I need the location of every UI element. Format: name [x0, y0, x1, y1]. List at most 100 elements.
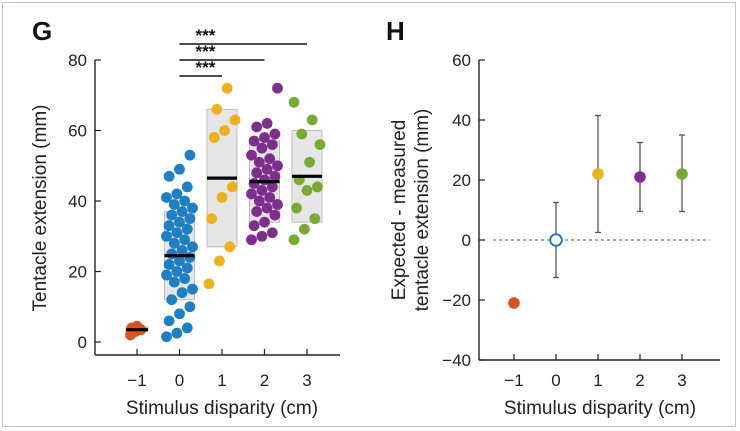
panel-g-data-point [163, 259, 175, 270]
panel-g-x-tick-label: 0 [175, 371, 184, 390]
panel-g-data-point [259, 132, 270, 143]
panel-g-data-point [229, 114, 241, 126]
panel-h-letter: H [386, 16, 405, 46]
panel-g-data-point [187, 241, 198, 253]
panel-h-y-label-line2: tentacle extension (mm) [412, 109, 433, 312]
panel-g-data-point [174, 216, 185, 228]
panel-g-data-point [256, 142, 268, 154]
panel-g-data-point [206, 213, 218, 225]
panel-h-y-tick-label: 60 [452, 51, 471, 70]
panel-g-data-point [296, 128, 308, 140]
panel-g-data-point [306, 114, 318, 126]
panel-g-data-point [179, 234, 191, 246]
panel-g-data-point [309, 213, 321, 225]
panel-g-data-point [224, 241, 236, 253]
panel-g-data-point [266, 181, 278, 193]
panel-h-y-tick-label: 40 [452, 111, 471, 130]
panel-g-data-point [171, 188, 183, 200]
panel-g-data-point [301, 185, 313, 196]
panel-g-data-point [168, 199, 180, 210]
panel-g-data-point [269, 170, 281, 182]
panel-g-data-point [248, 177, 260, 189]
panel-g-significance: ********* [179, 26, 307, 77]
panel-g-data-point [248, 135, 260, 147]
panel-g-data-point [176, 244, 188, 256]
panel-g-data-point [251, 206, 263, 217]
panel-g-data-point [291, 202, 302, 214]
panel-g-data-point [184, 149, 196, 161]
panel-g-significance-label: *** [196, 26, 216, 45]
panel-g-data-point [304, 156, 315, 168]
panel-g-data-point [163, 220, 175, 232]
panel-h-data-point [676, 168, 688, 180]
panel-g-data-point [181, 223, 193, 235]
panel-h-x-tick-label: −1 [504, 371, 523, 390]
panel-g-data-point [184, 301, 196, 313]
panel-g-data-point [181, 262, 193, 274]
panel-g-data-point [174, 308, 185, 320]
panel-g-data-point [256, 185, 268, 196]
panel-h-y-tick-label: −40 [442, 351, 471, 370]
panel-g-data-point [176, 206, 188, 217]
panel-h-x-ticks: −1 0 1 2 3 [504, 354, 687, 390]
panel-g-y-label: Tentacle extension (mm) [30, 105, 51, 312]
panel-g-y-tick-label: 40 [68, 192, 87, 211]
panel-g-data-point [187, 283, 198, 295]
panel-h-y-tick-label: 0 [462, 231, 471, 250]
panel-g-data-point [163, 170, 175, 182]
panel-g-y-tick-label: 60 [68, 122, 87, 141]
panel-h-x-tick-label: 3 [677, 371, 686, 390]
panel-h-data-point [549, 233, 563, 247]
panel-g-data-point [261, 118, 273, 129]
figure-frame [2, 2, 736, 427]
panel-g-significance-label: *** [196, 42, 216, 61]
panel-g-x-label: Stimulus disparity (cm) [126, 398, 318, 419]
panel-g-data-point [221, 82, 233, 94]
panel-h-x-tick-label: 0 [551, 371, 560, 390]
panel-h-x-tick-label: 2 [635, 371, 644, 390]
panel-g-data-point [179, 273, 191, 284]
panel-g-data-point [171, 227, 183, 239]
panel-g-data-point [299, 223, 310, 235]
panel-h-data-point [634, 171, 646, 183]
panel-h-data-point [592, 168, 604, 180]
panel-g-data-point [266, 227, 278, 239]
panel-g-data-point [272, 82, 283, 94]
panel-g-data-point [161, 192, 172, 203]
panel-g-data-point [269, 209, 281, 221]
panel-g-y-ticks: 0 20 40 60 80 [68, 51, 101, 352]
panel-g-data-point [251, 121, 263, 133]
panel-g-data-point [168, 276, 180, 288]
panel-h: H −40 −20 0 20 40 60 −1 0 1 2 3 Expected - measur… [386, 16, 720, 419]
panel-g-data-point [174, 163, 185, 175]
panel-g-data-point [288, 96, 300, 108]
panel-g-y-tick-label: 0 [78, 333, 87, 352]
panel-h-data-point [508, 297, 520, 309]
panel-g-data-point [246, 149, 257, 161]
panel-g-data-point [161, 269, 172, 281]
panel-g-data-point [166, 294, 178, 306]
panel-g-data-point [181, 181, 193, 193]
panel-g-data-point [256, 230, 268, 242]
panel-g-data-point [211, 103, 223, 115]
panel-h-y-tick-label: −20 [442, 291, 471, 310]
panel-g-data-point [246, 188, 257, 200]
panel-g-data-point [264, 153, 276, 165]
panel-g-data-point [171, 266, 183, 277]
panel-g-data-point [312, 181, 323, 193]
panel-g-data-point [179, 195, 191, 207]
panel-g-data-point [166, 248, 178, 260]
panel-g-y-tick-label: 20 [68, 263, 87, 282]
panel-g-letter: G [32, 16, 52, 46]
panel-g-data-point [314, 139, 326, 151]
panel-h-y-label-line1: Expected - measured [389, 120, 410, 301]
panel-g-data-point [171, 327, 183, 339]
panel-g-data-point [264, 192, 276, 203]
panel-g-data-point [187, 202, 198, 214]
panel-g-data-point [168, 237, 180, 249]
panel-g-x-tick-label: 2 [260, 371, 269, 390]
panel-g-data-point [181, 322, 193, 334]
panel-g-medians [126, 174, 322, 332]
